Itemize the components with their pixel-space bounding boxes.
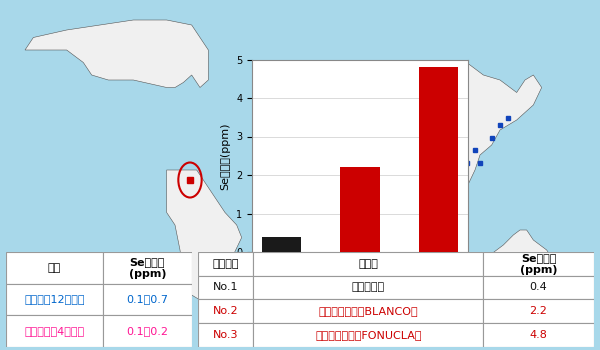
Polygon shape [490, 230, 553, 295]
Bar [483, 252, 594, 276]
Text: No.3: No.3 [213, 330, 238, 340]
Text: 試料名: 試料名 [358, 259, 378, 269]
Text: 0.1～0.2: 0.1～0.2 [127, 326, 169, 336]
Y-axis label: Se含有量(ppm): Se含有量(ppm) [220, 122, 230, 189]
Text: No.2: No.2 [213, 306, 239, 316]
Bar [483, 299, 594, 323]
Bar [340, 167, 380, 252]
Polygon shape [25, 20, 208, 88]
Text: Se含有量
(ppm): Se含有量 (ppm) [520, 253, 557, 275]
Bar [198, 323, 253, 346]
Polygon shape [275, 63, 542, 188]
Polygon shape [167, 170, 242, 300]
Text: アジア（12産地）: アジア（12産地） [24, 294, 85, 304]
Text: 2.2: 2.2 [530, 306, 547, 316]
Bar [262, 237, 301, 252]
Text: 0.4: 0.4 [530, 282, 547, 293]
Bar [6, 315, 103, 346]
Bar [103, 315, 192, 346]
Text: 地区: 地区 [48, 263, 61, 273]
Text: 0.1～0.7: 0.1～0.7 [127, 294, 169, 304]
Bar [483, 276, 594, 299]
Text: ベネズエラ産（FONUCLA）: ベネズエラ産（FONUCLA） [315, 330, 422, 340]
Bar [198, 252, 253, 276]
Text: ボリビア産: ボリビア産 [352, 282, 385, 293]
Bar [198, 299, 253, 323]
Bar [6, 252, 103, 284]
Bar [253, 299, 483, 323]
Text: ベネズエラ産（BLANCO）: ベネズエラ産（BLANCO） [319, 306, 418, 316]
Bar [198, 276, 253, 299]
Text: No.1: No.1 [213, 282, 238, 293]
Bar [6, 284, 103, 315]
Text: 試料番号: 試料番号 [212, 259, 239, 269]
Bar [419, 67, 458, 252]
Bar [253, 276, 483, 299]
Text: Se含有量
(ppm): Se含有量 (ppm) [128, 257, 166, 279]
X-axis label: 試料番号: 試料番号 [347, 277, 373, 287]
Bar [103, 284, 192, 315]
Text: アフリカ（4産地）: アフリカ（4産地） [24, 326, 85, 336]
Bar [103, 252, 192, 284]
Bar [253, 323, 483, 346]
Bar [483, 323, 594, 346]
Bar [253, 252, 483, 276]
Polygon shape [270, 107, 375, 287]
Text: 4.8: 4.8 [530, 330, 547, 340]
